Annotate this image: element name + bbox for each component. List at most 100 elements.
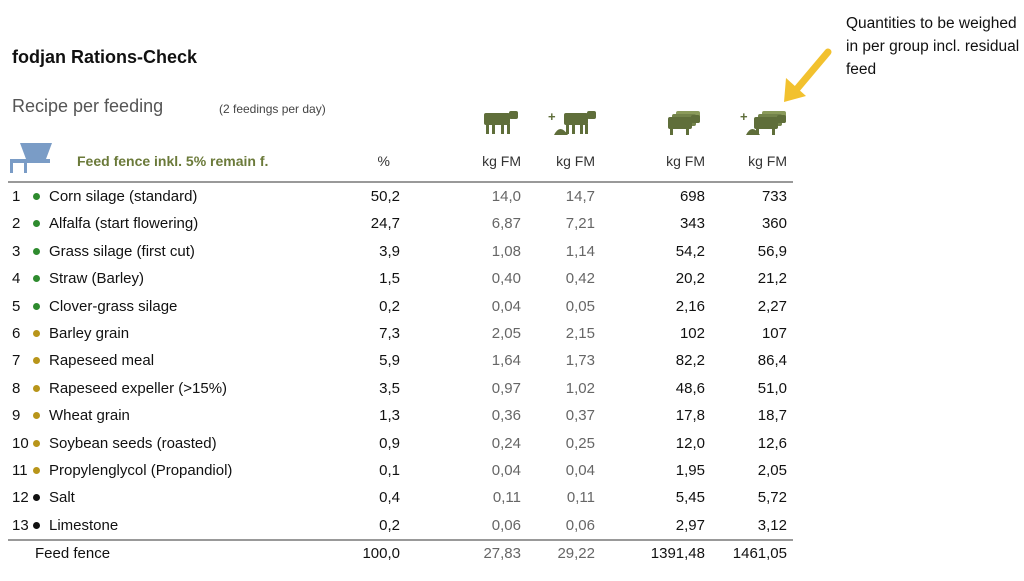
kg-per-cow-incl-residual: 0,06 xyxy=(565,516,595,534)
table-row: 10 Soybean seeds (roasted) 0,9 0,24 0,25 12,0… xyxy=(0,430,800,457)
svg-text:+: + xyxy=(740,109,748,124)
category-dot-icon xyxy=(33,247,40,255)
feed-name: Propylenglycol (Propandiol) xyxy=(49,462,233,479)
category-dot-icon xyxy=(33,275,40,283)
percent-value: 0,2 xyxy=(379,516,400,534)
kg-per-cow-incl-residual: 14,7 xyxy=(565,188,595,205)
feed-name: Rapeseed expeller (>15%) xyxy=(49,379,228,397)
row-number: 1 xyxy=(12,188,21,205)
feed-name: Limestone xyxy=(49,516,119,534)
kg-per-group: 343 xyxy=(679,215,705,233)
table-row: 5 Clover-grass silage 0,2 0,04 0,05 2,16 2,27 xyxy=(0,293,800,320)
row-number: 8 xyxy=(12,379,21,397)
feed-name: Soybean seeds (roasted) xyxy=(49,434,217,452)
kg-per-group-incl-residual: 51,0 xyxy=(757,379,787,397)
kg-per-group-incl-residual: 107 xyxy=(761,325,787,342)
table-row: 8 Rapeseed expeller (>15%) 3,5 0,97 1,02 48,6… xyxy=(0,375,800,402)
category-dot-icon xyxy=(33,384,40,392)
header-percent: % xyxy=(377,153,390,169)
row-number: 12 xyxy=(12,489,29,507)
total-percent: 100,0 xyxy=(362,545,400,562)
feed-name: Clover-grass silage xyxy=(49,297,178,315)
kg-per-group: 20,2 xyxy=(675,270,705,288)
feed-name: Barley grain xyxy=(49,325,130,342)
kg-per-cow-incl-residual: 1,73 xyxy=(565,352,595,370)
percent-value: 3,9 xyxy=(379,242,400,260)
cow-group-icon xyxy=(668,111,700,135)
category-dot-icon xyxy=(33,412,40,420)
percent-value: 0,4 xyxy=(379,489,400,507)
kg-per-group-incl-residual: 21,2 xyxy=(757,270,787,288)
category-dot-icon xyxy=(33,467,40,474)
kg-per-cow: 0,24 xyxy=(491,434,521,452)
kg-per-cow-incl-residual: 0,04 xyxy=(565,462,595,479)
header-kg-per-cow: kg FM xyxy=(482,153,521,169)
feed-name: Corn silage (standard) xyxy=(49,188,198,205)
kg-per-group-incl-residual: 733 xyxy=(761,188,787,205)
svg-text:+: + xyxy=(548,109,556,124)
table-row: 7 Rapeseed meal 5,9 1,64 1,73 82,2 86,4 xyxy=(0,347,800,374)
category-dot-icon xyxy=(33,494,40,502)
kg-per-group-incl-residual: 5,72 xyxy=(757,489,787,507)
kg-per-cow: 0,06 xyxy=(491,516,521,534)
table-row: 11 Propylenglycol (Propandiol) 0,1 0,04 0,04… xyxy=(0,457,800,484)
row-number: 10 xyxy=(12,434,29,452)
kg-per-cow: 6,87 xyxy=(491,215,521,233)
percent-value: 1,5 xyxy=(379,270,400,288)
kg-per-group-incl-residual: 360 xyxy=(761,215,787,233)
kg-per-group: 2,16 xyxy=(675,297,705,315)
feed-name: Grass silage (first cut) xyxy=(49,242,195,260)
category-dot-icon xyxy=(33,220,40,228)
percent-value: 0,2 xyxy=(379,297,400,315)
kg-per-group: 12,0 xyxy=(675,434,705,452)
kg-per-group: 48,6 xyxy=(675,379,705,397)
percent-value: 0,9 xyxy=(379,434,400,452)
table-row: 9 Wheat grain 1,3 0,36 0,37 17,8 18,7 xyxy=(0,402,800,429)
total-kg-per-cow: 27,83 xyxy=(483,545,521,562)
feed-name: Rapeseed meal xyxy=(49,352,155,370)
row-number: 2 xyxy=(12,215,21,233)
kg-per-group: 1,95 xyxy=(675,462,705,479)
kg-per-cow-incl-residual: 0,42 xyxy=(565,270,595,288)
category-dot-icon xyxy=(33,357,40,365)
category-dot-icon xyxy=(33,521,40,529)
total-kg-per-group: 1391,48 xyxy=(650,545,705,562)
percent-value: 50,2 xyxy=(370,188,400,205)
kg-per-group: 54,2 xyxy=(675,242,705,260)
kg-per-cow-incl-residual: 0,11 xyxy=(566,489,595,507)
total-kg-per-group-incl-residual: 1461,05 xyxy=(732,545,787,562)
table-bottom-rule xyxy=(8,539,793,541)
total-row: Feed fence 100,0 27,83 29,22 1391,48 146… xyxy=(0,540,800,567)
table-row: 12 Salt 0,4 0,11 0,11 5,45 5,72 xyxy=(0,484,800,511)
kg-per-cow-incl-residual: 1,14 xyxy=(565,242,595,260)
kg-per-cow-incl-residual: 0,37 xyxy=(565,407,595,425)
total-label: Feed fence xyxy=(35,545,111,562)
kg-per-group: 102 xyxy=(679,325,705,342)
total-kg-per-cow-incl-residual: 29,22 xyxy=(557,545,595,562)
kg-per-cow: 0,11 xyxy=(492,489,521,507)
row-number: 9 xyxy=(12,407,21,425)
row-number: 13 xyxy=(12,516,29,534)
kg-per-cow: 1,64 xyxy=(491,352,521,370)
cow-icon xyxy=(484,111,518,134)
table-row: 4 Straw (Barley) 1,5 0,40 0,42 20,2 21,2 xyxy=(0,265,800,292)
row-number: 11 xyxy=(12,462,28,479)
kg-per-group-incl-residual: 3,12 xyxy=(757,516,787,534)
kg-per-group-incl-residual: 12,6 xyxy=(757,434,787,452)
kg-per-group: 17,8 xyxy=(675,407,705,425)
row-number: 7 xyxy=(12,352,21,370)
kg-per-group: 698 xyxy=(679,188,705,205)
cow-group-plus-feed-icon: + xyxy=(740,109,786,135)
row-number: 4 xyxy=(12,270,21,288)
header-kg-per-group: kg FM xyxy=(666,153,705,169)
row-number: 5 xyxy=(12,297,21,315)
kg-per-cow: 0,36 xyxy=(491,407,521,425)
row-number: 6 xyxy=(12,325,21,342)
feed-name: Straw (Barley) xyxy=(49,270,145,288)
percent-value: 5,9 xyxy=(379,352,400,370)
arrow-icon xyxy=(784,48,832,102)
recipe-subtitle: (2 feedings per day) xyxy=(219,102,326,116)
kg-per-group-incl-residual: 86,4 xyxy=(757,352,787,370)
table-top-rule xyxy=(8,181,793,183)
kg-per-cow: 0,04 xyxy=(491,297,521,315)
